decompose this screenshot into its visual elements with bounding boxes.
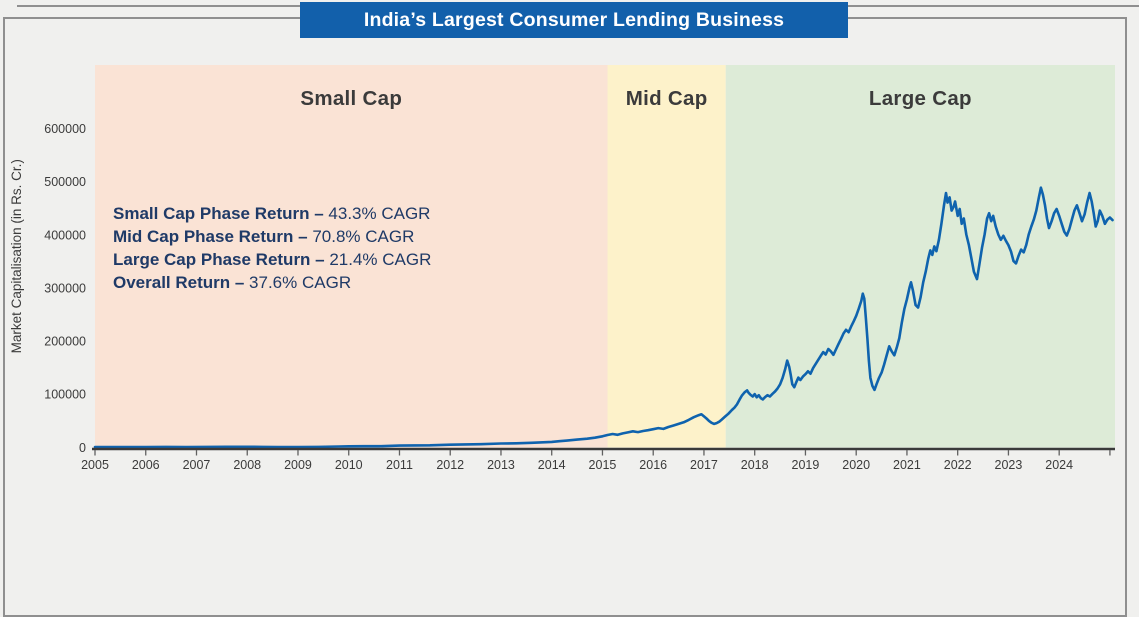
x-axis-tick-label: 2015 [589,458,617,472]
phase-label-small-cap: Small Cap [300,87,402,110]
title-banner: India’s Largest Consumer Lending Busines… [300,2,848,38]
y-axis-tick-label: 600000 [44,122,86,136]
x-axis-tick-label: 2009 [284,458,312,472]
annotation-line: Overall Return – 37.6% CAGR [113,273,352,292]
phase-band-small-cap [95,65,608,448]
x-axis-tick-label: 2012 [436,458,464,472]
market-cap-series-line [93,186,1114,449]
x-axis-tick-label: 2011 [386,458,413,472]
x-axis-tick-label: 2007 [183,458,211,472]
cagr-annotations: Small Cap Phase Return – 43.3% CAGR Mid … [113,202,431,294]
x-axis-tick-label: 2016 [639,458,667,472]
y-axis-tick-label: 0 [79,441,86,455]
phase-band-mid-cap [607,65,726,448]
x-axis-tick-label: 2006 [132,458,160,472]
x-axis-tick-label: 2013 [487,458,515,472]
x-axis-tick-label: 2010 [335,458,363,472]
phase-label-large-cap: Large Cap [869,87,972,110]
x-axis-tick-label: 2019 [792,458,820,472]
y-axis-tick-label: 200000 [44,335,86,349]
x-axis-tick-label: 2023 [995,458,1023,472]
x-axis-tick-label: 2017 [690,458,718,472]
x-axis-tick-label: 2018 [741,458,769,472]
x-axis-tick-label: 2005 [81,458,109,472]
y-axis-tick-label: 300000 [44,281,86,295]
y-axis-tick-label: 100000 [44,388,86,402]
annotation-line: Large Cap Phase Return – 21.4% CAGR [113,250,432,269]
y-axis-title: Market Capitalisation (in Rs. Cr.) [9,159,24,353]
annotation-line: Mid Cap Phase Return – 70.8% CAGR [113,227,415,246]
y-axis-tick-label: 400000 [44,228,86,242]
chart-panel: Small Cap Mid Cap Large Cap 2005 2006 2007 200… [3,2,1139,617]
market-cap-line-chart: Small Cap Mid Cap Large Cap 2005 2006 2007 200… [9,65,1115,472]
x-axis-tick-label: 2022 [944,458,972,472]
phase-band-large-cap [725,65,1115,448]
x-axis-tick-label: 2008 [233,458,261,472]
x-axis-tick-label: 2024 [1045,458,1073,472]
y-axis-tick-label: 500000 [44,175,86,189]
x-axis-tick-label: 2020 [842,458,870,472]
x-axis-tick-label: 2014 [538,458,566,472]
x-axis-tick-label: 2021 [893,458,921,472]
annotation-line: Small Cap Phase Return – 43.3% CAGR [113,204,431,223]
phase-label-mid-cap: Mid Cap [626,87,708,110]
page-title: India’s Largest Consumer Lending Busines… [363,8,785,31]
